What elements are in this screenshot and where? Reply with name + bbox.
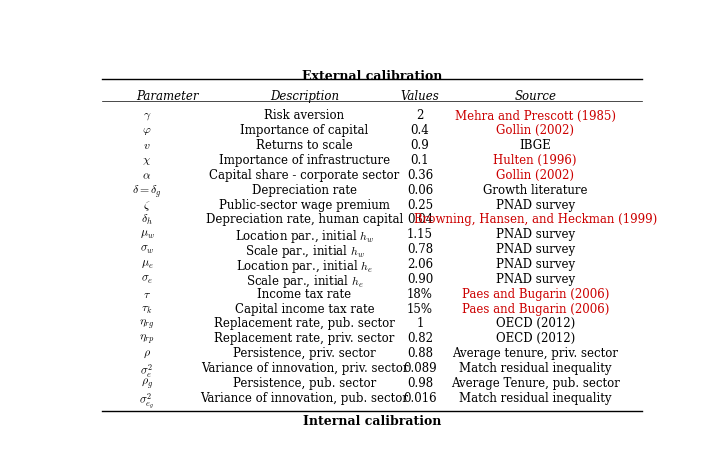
Text: Description: Description [270,90,339,103]
Text: 0.78: 0.78 [407,243,433,256]
Text: Gollin (2002): Gollin (2002) [497,169,574,182]
Text: Importance of capital: Importance of capital [240,124,369,137]
Text: 0.016: 0.016 [403,392,437,405]
Text: Growth literature: Growth literature [483,184,587,197]
Text: Parameter: Parameter [136,90,198,103]
Text: 0.9: 0.9 [410,139,429,152]
Text: Replacement rate, priv. sector: Replacement rate, priv. sector [214,332,395,345]
Text: 1.15: 1.15 [407,228,433,241]
Text: 18%: 18% [407,288,433,301]
Text: Returns to scale: Returns to scale [256,139,353,152]
Text: Browning, Hansen, and Heckman (1999): Browning, Hansen, and Heckman (1999) [414,213,657,227]
Text: 0.25: 0.25 [407,199,433,211]
Text: Persistence, pub. sector: Persistence, pub. sector [233,377,376,390]
Text: $\eta_{rp}$: $\eta_{rp}$ [139,332,155,346]
Text: 0.82: 0.82 [407,332,433,345]
Text: OECD (2012): OECD (2012) [496,318,575,330]
Text: 1: 1 [416,318,423,330]
Text: Location par., initial $h_e$: Location par., initial $h_e$ [236,258,373,275]
Text: $\gamma$: $\gamma$ [143,109,151,122]
Text: $\zeta$: $\zeta$ [143,199,151,213]
Text: 2.06: 2.06 [407,258,433,271]
Text: $\eta_{rg}$: $\eta_{rg}$ [139,318,155,331]
Text: $\tau_k$: $\tau_k$ [142,302,152,316]
Text: OECD (2012): OECD (2012) [496,332,575,345]
Text: $\rho_g$: $\rho_g$ [141,377,153,392]
Text: IBGE: IBGE [519,139,551,152]
Text: 0.4: 0.4 [410,124,429,137]
Text: Capital income tax rate: Capital income tax rate [234,302,375,316]
Text: Scale par., initial $h_w$: Scale par., initial $h_w$ [245,243,364,260]
Text: Average tenure, priv. sector: Average tenure, priv. sector [452,347,619,360]
Text: Mehra and Prescott (1985): Mehra and Prescott (1985) [454,109,616,122]
Text: Depreciation rate: Depreciation rate [252,184,357,197]
Text: Hulten (1996): Hulten (1996) [494,154,577,167]
Text: Depreciation rate, human capital: Depreciation rate, human capital [206,213,403,227]
Text: $\sigma_w$: $\sigma_w$ [140,243,154,256]
Text: $\alpha$: $\alpha$ [142,169,152,182]
Text: PNAD survey: PNAD survey [496,258,575,271]
Text: 15%: 15% [407,302,433,316]
Text: Paes and Bugarin (2006): Paes and Bugarin (2006) [462,288,609,301]
Text: 0.1: 0.1 [411,154,429,167]
Text: Values: Values [401,90,439,103]
Text: Source: Source [514,90,556,103]
Text: PNAD survey: PNAD survey [496,243,575,256]
Text: Scale par., initial $h_e$: Scale par., initial $h_e$ [245,273,364,290]
Text: Gollin (2002): Gollin (2002) [497,124,574,137]
Text: $\varphi$: $\varphi$ [142,124,152,137]
Text: Location par., initial $h_w$: Location par., initial $h_w$ [235,228,374,246]
Text: $\rho$: $\rho$ [143,347,151,360]
Text: 0.90: 0.90 [407,273,433,286]
Text: Replacement rate, pub. sector: Replacement rate, pub. sector [214,318,395,330]
Text: $\sigma_e$: $\sigma_e$ [141,273,153,286]
Text: Persistence, priv. sector: Persistence, priv. sector [233,347,376,360]
Text: 0.04: 0.04 [407,213,433,227]
Text: $\chi$: $\chi$ [142,154,152,167]
Text: External calibration: External calibration [302,70,442,82]
Text: 2: 2 [416,109,423,122]
Text: 0.06: 0.06 [407,184,433,197]
Text: Match residual inequality: Match residual inequality [459,362,611,375]
Text: 0.88: 0.88 [407,347,433,360]
Text: 0.089: 0.089 [403,362,437,375]
Text: Income tax rate: Income tax rate [258,288,351,301]
Text: 0.36: 0.36 [407,169,433,182]
Text: $\sigma_e^2$: $\sigma_e^2$ [140,362,154,380]
Text: Capital share - corporate sector: Capital share - corporate sector [209,169,400,182]
Text: Variance of innovation, priv. sector: Variance of innovation, priv. sector [201,362,408,375]
Text: PNAD survey: PNAD survey [496,228,575,241]
Text: Importance of infrastructure: Importance of infrastructure [219,154,390,167]
Text: $\mu_w$: $\mu_w$ [139,228,155,241]
Text: 0.98: 0.98 [407,377,433,390]
Text: Paes and Bugarin (2006): Paes and Bugarin (2006) [462,302,609,316]
Text: Average Tenure, pub. sector: Average Tenure, pub. sector [451,377,620,390]
Text: PNAD survey: PNAD survey [496,273,575,286]
Text: $\tau$: $\tau$ [143,288,151,301]
Text: $\sigma_{e_g}^2$: $\sigma_{e_g}^2$ [139,392,155,412]
Text: PNAD survey: PNAD survey [496,199,575,211]
Text: $\delta = \delta_g$: $\delta = \delta_g$ [132,184,162,201]
Text: Match residual inequality: Match residual inequality [459,392,611,405]
Text: $\delta_h$: $\delta_h$ [141,213,153,228]
Text: Variance of innovation, pub. sector: Variance of innovation, pub. sector [200,392,409,405]
Text: $\mu_e$: $\mu_e$ [141,258,153,271]
Text: Internal calibration: Internal calibration [303,415,441,428]
Text: Risk aversion: Risk aversion [264,109,345,122]
Text: Public-sector wage premium: Public-sector wage premium [219,199,390,211]
Text: $v$: $v$ [143,139,151,152]
